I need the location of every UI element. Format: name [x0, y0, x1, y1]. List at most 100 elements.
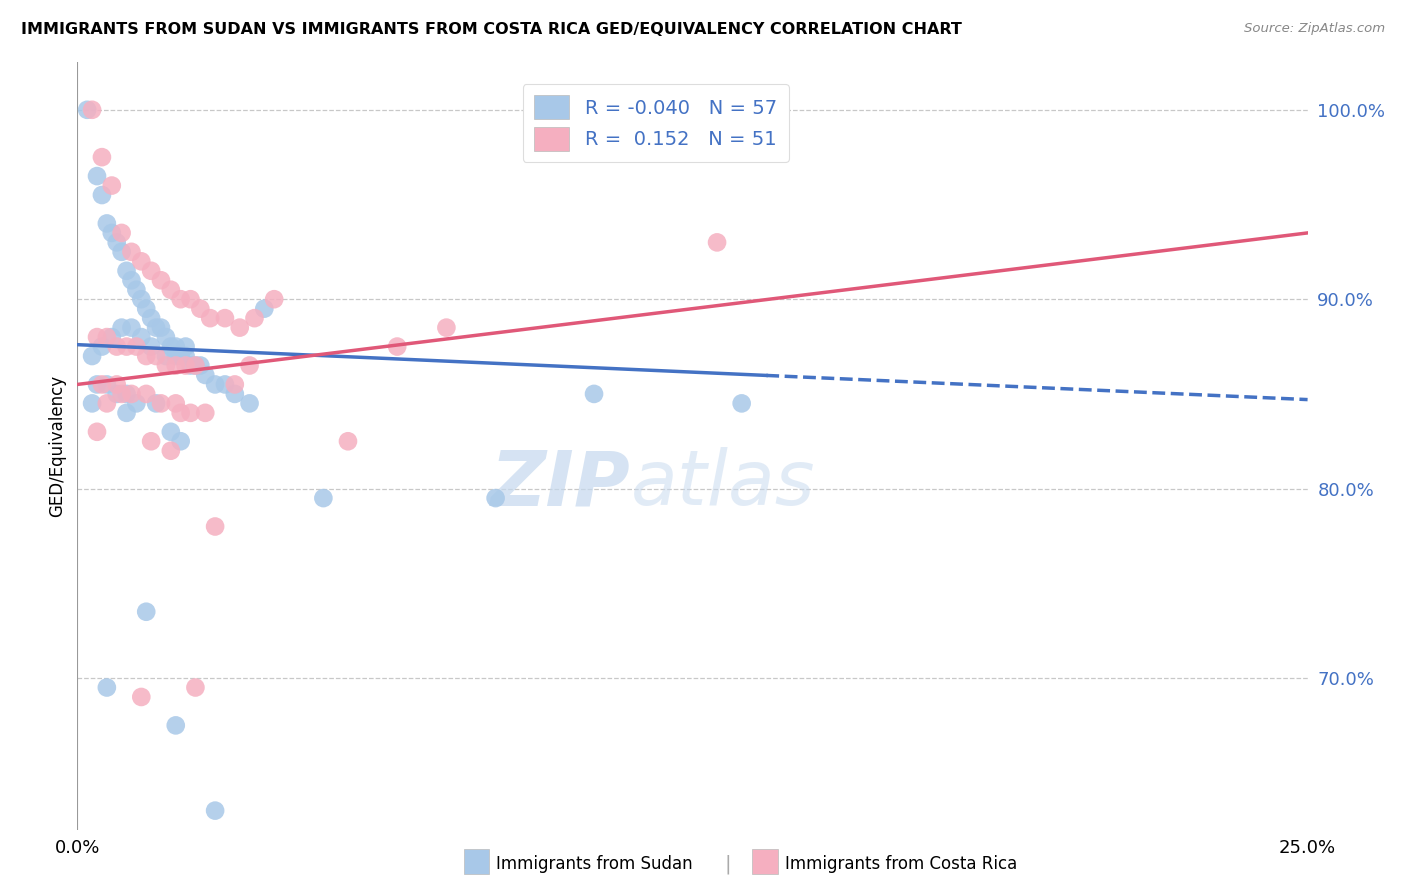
Point	[86, 377, 108, 392]
Point	[105, 340, 128, 354]
Point	[436, 320, 458, 334]
Text: IMMIGRANTS FROM SUDAN VS IMMIGRANTS FROM COSTA RICA GED/EQUIVALENCY CORRELATION : IMMIGRANTS FROM SUDAN VS IMMIGRANTS FROM…	[21, 22, 962, 37]
Point	[115, 406, 138, 420]
Text: Immigrants from Sudan: Immigrants from Sudan	[496, 855, 693, 873]
Point	[115, 264, 138, 278]
Point	[263, 292, 285, 306]
Point	[86, 425, 108, 439]
Point	[145, 349, 167, 363]
Point	[141, 434, 163, 449]
Point	[135, 387, 157, 401]
Text: Immigrants from Costa Rica: Immigrants from Costa Rica	[785, 855, 1017, 873]
Point	[194, 406, 217, 420]
Point	[129, 330, 153, 344]
Point	[200, 311, 222, 326]
Point	[184, 681, 207, 695]
Point	[96, 330, 118, 344]
Point	[121, 320, 143, 334]
Point	[224, 377, 246, 392]
Text: ZIP: ZIP	[491, 448, 631, 521]
Point	[155, 349, 177, 363]
Point	[214, 377, 236, 392]
Point	[86, 330, 108, 344]
Point	[180, 359, 202, 373]
Point	[90, 340, 114, 354]
Point	[76, 103, 98, 117]
Point	[121, 387, 143, 401]
Point	[385, 340, 409, 354]
Point	[165, 718, 187, 732]
Point	[174, 340, 197, 354]
Point	[155, 359, 177, 373]
Point	[90, 188, 114, 202]
Point	[150, 320, 173, 334]
Point	[204, 519, 226, 533]
Point	[111, 387, 132, 401]
Point	[105, 235, 128, 250]
Point	[243, 311, 266, 326]
Point	[129, 690, 153, 704]
Point	[312, 491, 335, 505]
Point	[337, 434, 360, 449]
Point	[485, 491, 508, 505]
Point	[160, 425, 183, 439]
Point	[180, 406, 202, 420]
Point	[706, 235, 728, 250]
Text: |: |	[725, 855, 731, 874]
Point	[96, 681, 118, 695]
Point	[129, 292, 153, 306]
Point	[239, 396, 262, 410]
Point	[135, 605, 157, 619]
Point	[155, 330, 177, 344]
Point	[141, 264, 163, 278]
Point	[170, 406, 193, 420]
Point	[174, 359, 197, 373]
Point	[224, 387, 246, 401]
Point	[96, 377, 118, 392]
Point	[184, 359, 207, 373]
Point	[125, 396, 148, 410]
Point	[129, 254, 153, 268]
Point	[90, 377, 114, 392]
Point	[82, 103, 104, 117]
Point	[731, 396, 754, 410]
Point	[170, 292, 193, 306]
Point	[141, 311, 163, 326]
Point	[101, 226, 124, 240]
Text: atlas: atlas	[631, 448, 815, 521]
Point	[121, 273, 143, 287]
Point	[101, 178, 124, 193]
Point	[165, 349, 187, 363]
Point	[204, 377, 226, 392]
Point	[82, 396, 104, 410]
Point	[253, 301, 276, 316]
Point	[105, 377, 128, 392]
Point	[115, 340, 138, 354]
Point	[239, 359, 262, 373]
Point	[115, 387, 138, 401]
Point	[160, 443, 183, 458]
Point	[174, 349, 197, 363]
Point	[150, 273, 173, 287]
Point	[170, 434, 193, 449]
Point	[125, 340, 148, 354]
Point	[111, 320, 132, 334]
Point	[86, 169, 108, 183]
Point	[228, 320, 252, 334]
Point	[165, 359, 187, 373]
Point	[96, 216, 118, 230]
Text: Source: ZipAtlas.com: Source: ZipAtlas.com	[1244, 22, 1385, 36]
Point	[135, 301, 157, 316]
Point	[111, 244, 132, 259]
Point	[125, 283, 148, 297]
Point	[160, 340, 183, 354]
Point	[214, 311, 236, 326]
Point	[583, 387, 606, 401]
Point	[105, 387, 128, 401]
Point	[165, 340, 187, 354]
Legend: R = -0.040   N = 57, R =  0.152   N = 51: R = -0.040 N = 57, R = 0.152 N = 51	[523, 84, 789, 162]
Point	[101, 330, 124, 344]
Point	[150, 396, 173, 410]
Point	[188, 359, 212, 373]
Point	[184, 359, 207, 373]
